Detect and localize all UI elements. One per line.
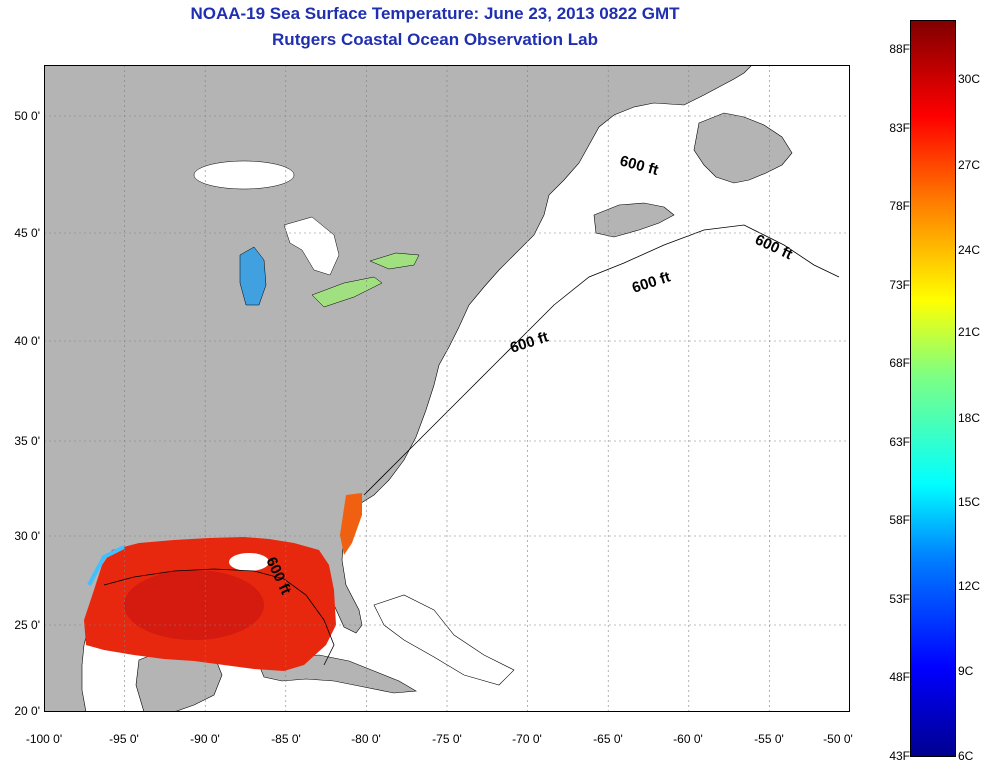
colorbar-c-label: 27C bbox=[958, 158, 981, 172]
colorbar-f-label: 68F bbox=[889, 356, 910, 370]
lon-label-55: -55 0' bbox=[754, 732, 784, 746]
lon-label-100: -100 0' bbox=[25, 732, 63, 746]
colorbar-c-label: 24C bbox=[958, 243, 981, 257]
temperature-colorbar bbox=[910, 20, 956, 757]
gulf-coast-cool-edge bbox=[87, 545, 125, 586]
lake-huron bbox=[283, 216, 340, 276]
newfoundland-land bbox=[693, 112, 793, 184]
map-subtitle: Rutgers Coastal Ocean Observation Lab bbox=[272, 30, 598, 49]
lon-label-70: -70 0' bbox=[512, 732, 542, 746]
colorbar-f-label: 88F bbox=[889, 42, 910, 56]
map-border bbox=[44, 65, 850, 712]
gulf-sst-hotspot bbox=[124, 570, 264, 640]
map-title: NOAA-19 Sea Surface Temperature: June 23… bbox=[190, 4, 680, 23]
bahamas-bank-contour bbox=[373, 594, 515, 686]
colorbar-f-label: 58F bbox=[889, 513, 910, 527]
colorbar-c-label: 15C bbox=[958, 495, 981, 509]
lake-superior bbox=[193, 160, 295, 190]
colorbar-c-label: 18C bbox=[958, 411, 981, 425]
lon-label-75: -75 0' bbox=[432, 732, 462, 746]
lon-label-50: -50 0' bbox=[823, 732, 853, 746]
colorbar-f-label: 53F bbox=[889, 592, 910, 606]
colorbar-c-label: 21C bbox=[958, 325, 981, 339]
lon-label-85: -85 0' bbox=[271, 732, 301, 746]
shelf-contour-gulf bbox=[103, 568, 335, 666]
shelf-contour-east bbox=[363, 224, 840, 496]
lat-label-20: 20 0' bbox=[14, 704, 40, 718]
nova-scotia-land bbox=[593, 202, 675, 238]
colorbar-f-label: 73F bbox=[889, 278, 910, 292]
lat-label-30: 30 0' bbox=[14, 529, 40, 543]
colorbar-c-label: 12C bbox=[958, 579, 981, 593]
lat-label-45: 45 0' bbox=[14, 226, 40, 240]
colorbar-f-label: 48F bbox=[889, 670, 910, 684]
lake-erie bbox=[311, 276, 383, 308]
lon-label-65: -65 0' bbox=[593, 732, 623, 746]
lon-label-80: -80 0' bbox=[351, 732, 381, 746]
lat-label-50: 50 0' bbox=[14, 109, 40, 123]
colorbar-c-label: 6C bbox=[958, 749, 974, 763]
graticule bbox=[44, 65, 850, 712]
lat-label-35: 35 0' bbox=[14, 434, 40, 448]
lat-label-40: 40 0' bbox=[14, 334, 40, 348]
gulf-cloud-patch bbox=[229, 553, 269, 571]
lake-michigan bbox=[239, 246, 267, 306]
lat-label-25: 25 0' bbox=[14, 618, 40, 632]
lon-label-60: -60 0' bbox=[673, 732, 703, 746]
lon-label-95: -95 0' bbox=[109, 732, 139, 746]
lon-label-90: -90 0' bbox=[190, 732, 220, 746]
florida-sst-strip bbox=[340, 493, 362, 555]
sst-map: 600 ft 600 ft 600 ft 600 ft 600 ft bbox=[44, 65, 850, 712]
colorbar-f-label: 83F bbox=[889, 121, 910, 135]
colorbar-f-label: 43F bbox=[889, 749, 910, 763]
colorbar-f-label: 63F bbox=[889, 435, 910, 449]
colorbar-f-label: 78F bbox=[889, 199, 910, 213]
colorbar-c-label: 30C bbox=[958, 72, 981, 86]
colorbar-c-label: 9C bbox=[958, 664, 974, 678]
lake-ontario bbox=[369, 252, 420, 270]
